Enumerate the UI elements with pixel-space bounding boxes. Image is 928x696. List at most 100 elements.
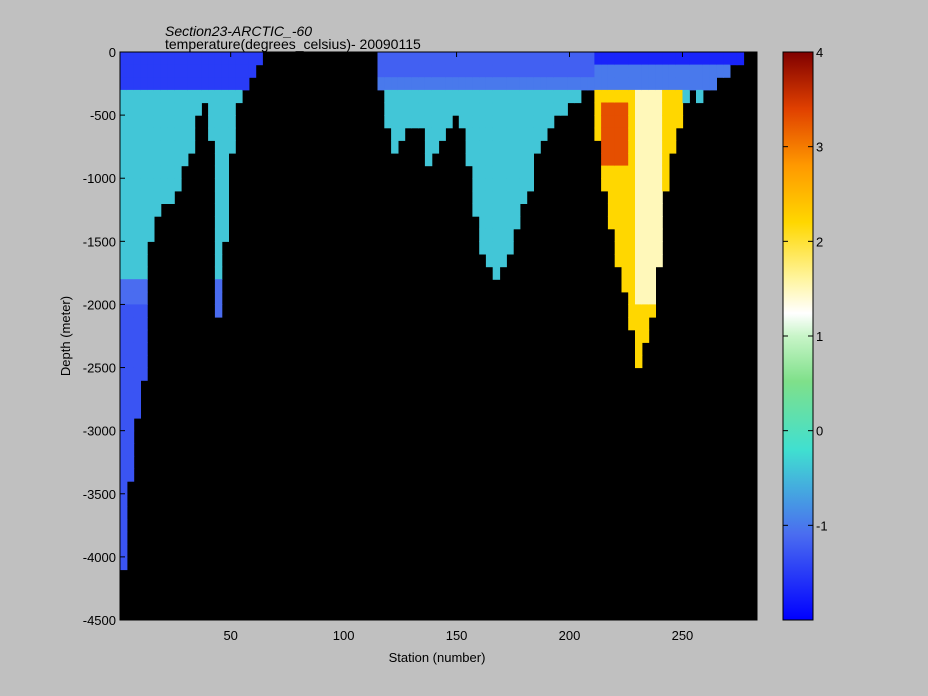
heat-cell (153, 102, 162, 116)
heat-cell (160, 102, 169, 116)
heat-cell (479, 228, 487, 242)
heat-cell (411, 89, 419, 104)
heat-cell (133, 153, 141, 167)
heat-cell (540, 64, 548, 78)
heat-cell (662, 52, 670, 66)
heat-cell (201, 89, 209, 104)
heat-cell (574, 52, 582, 66)
heat-cell (120, 405, 128, 419)
heat-cell (147, 64, 155, 78)
heat-cell (648, 115, 656, 129)
heat-cell (621, 153, 629, 167)
heat-cell (607, 153, 616, 167)
heat-cell (214, 52, 223, 66)
heat-cell (133, 405, 141, 419)
heat-cell (153, 203, 162, 217)
heat-cell (424, 102, 433, 116)
heat-cell (221, 216, 229, 230)
heat-cell (397, 102, 406, 116)
heat-cell (221, 52, 229, 66)
heat-cell (181, 77, 189, 91)
heat-cell (641, 228, 650, 242)
heat-cell (519, 127, 528, 141)
heat-cell (228, 115, 236, 129)
heat-cell (492, 228, 501, 242)
heat-cell (126, 266, 135, 280)
heat-cell (147, 216, 155, 230)
heat-cell (120, 392, 128, 406)
heat-cell (655, 127, 663, 141)
heat-cell (126, 354, 135, 369)
heat-cell (133, 367, 141, 381)
heat-cell (533, 102, 541, 116)
heat-cell (513, 190, 521, 204)
heat-cell (499, 190, 507, 204)
heat-cell (492, 102, 501, 116)
heat-cell (519, 52, 528, 66)
heat-cell (133, 342, 141, 356)
heat-cell (411, 115, 419, 129)
x-tick-label: 100 (333, 628, 355, 643)
heat-cell (655, 165, 663, 179)
heat-cell (458, 102, 467, 116)
heat-cell (153, 153, 162, 167)
heat-cell (445, 89, 453, 104)
heat-cell (133, 329, 141, 343)
heat-cell (621, 165, 629, 179)
heat-cell (621, 115, 629, 129)
heat-cell (533, 52, 541, 66)
heat-cell (458, 64, 467, 78)
heat-cell (214, 279, 223, 293)
heat-cell (628, 77, 636, 91)
heat-cell (506, 165, 514, 179)
heat-cell (479, 64, 487, 78)
heat-cell (607, 203, 616, 217)
heatmap-layer (120, 52, 745, 571)
heat-cell (214, 77, 223, 91)
heat-cell (377, 77, 385, 91)
heat-cell (641, 317, 650, 331)
heat-cell (513, 153, 521, 167)
heat-cell (675, 64, 684, 78)
heat-cell (126, 367, 135, 381)
heat-cell (506, 127, 514, 141)
heat-cell (126, 304, 135, 318)
heat-cell (126, 102, 135, 116)
heat-cell (214, 228, 223, 242)
heat-cell (126, 52, 135, 66)
heat-cell (397, 127, 406, 141)
heat-cell (126, 190, 135, 204)
heat-cell (472, 127, 480, 141)
heat-cell (668, 77, 677, 91)
y-tick-label: -1000 (83, 171, 116, 186)
heat-cell (153, 165, 162, 179)
heat-cell (648, 266, 656, 280)
heat-cell (479, 115, 487, 129)
heat-cell (492, 165, 501, 179)
heat-cell (120, 203, 128, 217)
heat-cell (187, 102, 196, 116)
heat-cell (120, 153, 128, 167)
heat-cell (147, 52, 155, 66)
heat-cell (465, 52, 473, 66)
heat-cell (214, 203, 223, 217)
heat-cell (479, 89, 487, 104)
heat-cell (214, 266, 223, 280)
heat-cell (214, 153, 223, 167)
heat-cell (208, 102, 216, 116)
heat-cell (485, 203, 494, 217)
heat-cell (424, 64, 433, 78)
heat-cell (492, 89, 501, 104)
heat-cell (167, 115, 175, 129)
heat-cell (221, 203, 229, 217)
y-tick-label: -4500 (83, 613, 116, 628)
heat-cell (248, 64, 257, 78)
heat-cell (391, 140, 399, 154)
heat-cell (485, 102, 494, 116)
heat-cell (160, 153, 169, 167)
heat-cell (479, 153, 487, 167)
heat-cell (506, 102, 514, 116)
x-axis-ticks: 50 100 150 200 250 (223, 52, 693, 643)
heat-cell (499, 153, 507, 167)
heat-cell (120, 430, 128, 444)
